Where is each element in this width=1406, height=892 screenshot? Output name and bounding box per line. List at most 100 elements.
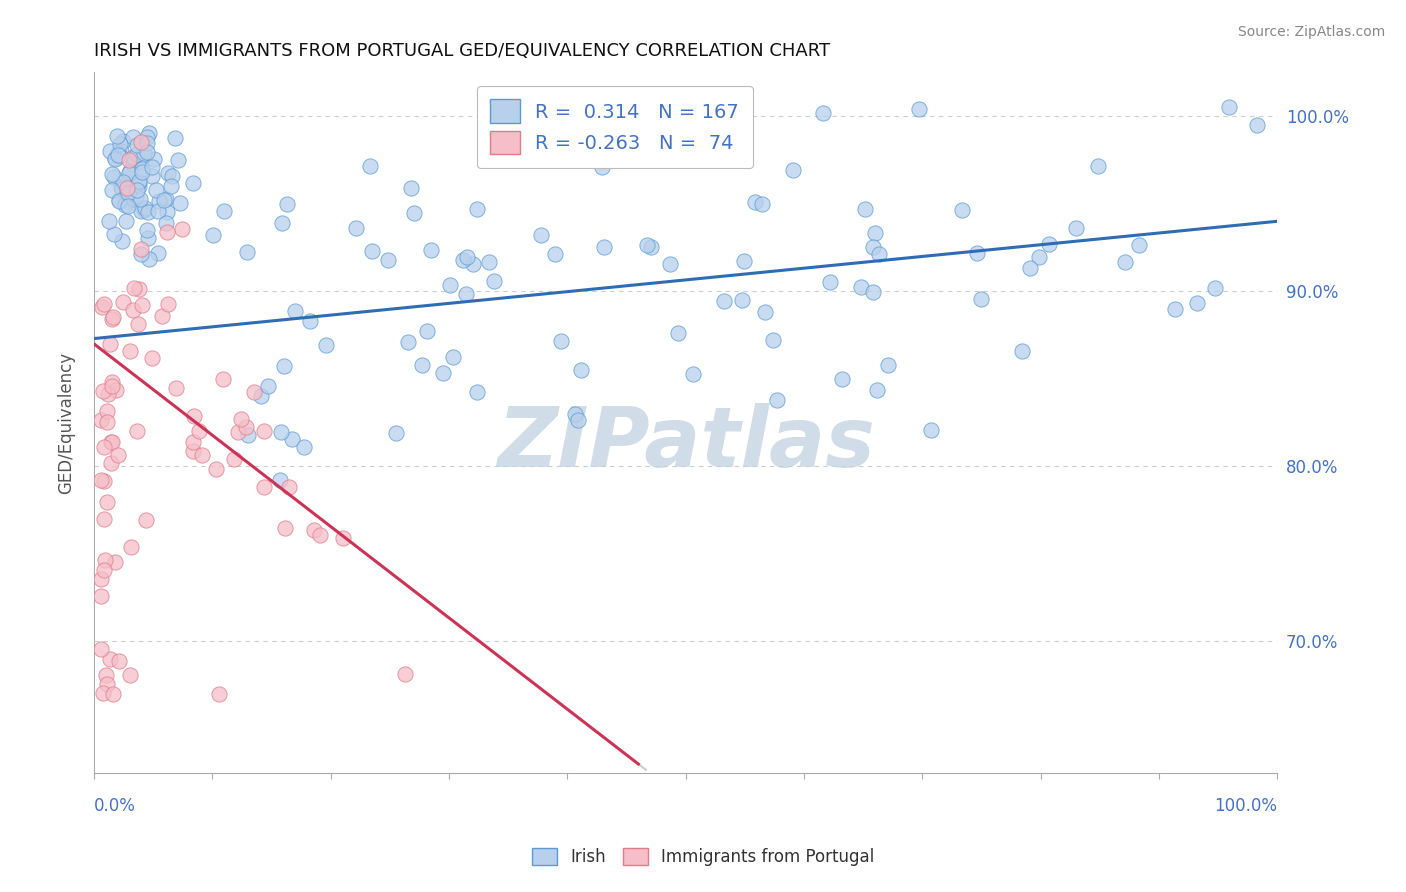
Point (1114, 255, 1136, 269)
Point (820, 276, 842, 290)
Point (550, 334, 572, 348)
Point (344, 221, 367, 235)
Point (432, 366, 454, 380)
Point (270, 425, 292, 439)
Point (118, 153, 141, 167)
Point (108, 194, 131, 208)
Point (93, 474, 115, 488)
Point (136, 231, 159, 245)
Point (153, 193, 176, 207)
Point (145, 183, 167, 197)
Point (125, 147, 148, 161)
Point (120, 541, 142, 555)
Point (131, 162, 153, 177)
Point (253, 480, 276, 494)
Point (169, 195, 191, 210)
Point (98, 651, 121, 665)
Point (107, 145, 129, 160)
Text: IRISH VS IMMIGRANTS FROM PORTUGAL GED/EQUIVALENCY CORRELATION CHART: IRISH VS IMMIGRANTS FROM PORTUGAL GED/EQ… (94, 42, 830, 60)
Point (100, 183, 122, 197)
Point (862, 240, 884, 254)
Point (129, 136, 152, 150)
Point (478, 255, 501, 269)
Point (229, 412, 252, 426)
Point (212, 372, 235, 386)
Point (377, 252, 399, 267)
Point (544, 247, 567, 261)
Point (1018, 261, 1040, 276)
Point (212, 203, 235, 218)
Point (950, 202, 973, 217)
Point (385, 425, 408, 440)
Point (90, 300, 112, 314)
Point (863, 226, 886, 240)
Point (148, 204, 170, 219)
Point (120, 668, 142, 682)
Point (416, 325, 439, 339)
Point (91, 685, 114, 699)
Point (1038, 237, 1060, 252)
Point (751, 197, 773, 211)
Point (134, 201, 156, 215)
Point (128, 192, 150, 206)
Point (226, 425, 249, 440)
Point (108, 149, 131, 163)
Point (155, 225, 177, 239)
Point (242, 385, 264, 400)
Point (564, 407, 586, 421)
Point (160, 178, 183, 193)
Point (108, 136, 131, 151)
Point (315, 338, 337, 352)
Point (96, 404, 118, 418)
Point (125, 189, 148, 203)
Point (97, 387, 120, 401)
Point (281, 432, 304, 446)
Point (155, 216, 177, 230)
Point (465, 384, 488, 399)
Point (90, 589, 112, 603)
Point (128, 179, 150, 194)
Point (135, 223, 157, 237)
Point (299, 313, 322, 327)
Point (292, 441, 315, 455)
Point (105, 129, 128, 144)
Point (205, 461, 228, 475)
Point (155, 192, 177, 206)
Point (659, 257, 682, 271)
Point (146, 246, 169, 260)
Point (120, 165, 142, 179)
Y-axis label: GED/Equivalency: GED/Equivalency (58, 351, 75, 493)
Point (224, 452, 246, 467)
Point (359, 159, 381, 173)
Point (1204, 280, 1226, 294)
Point (131, 203, 153, 218)
Point (101, 375, 124, 389)
Point (765, 392, 787, 407)
Point (138, 252, 160, 266)
Point (101, 435, 124, 450)
Point (271, 216, 294, 230)
Point (141, 169, 163, 184)
Point (461, 257, 484, 271)
Point (853, 202, 876, 217)
Point (754, 305, 776, 319)
Point (831, 372, 853, 386)
Point (866, 383, 889, 397)
Point (868, 247, 890, 261)
Point (172, 222, 194, 236)
Legend: R =  0.314   N = 167, R = -0.263   N =  74: R = 0.314 N = 167, R = -0.263 N = 74 (477, 86, 752, 168)
Point (129, 242, 152, 256)
Point (93, 563, 115, 577)
Point (117, 198, 139, 212)
Point (96, 668, 118, 682)
Point (93, 512, 115, 526)
Point (120, 193, 142, 207)
Point (96, 677, 118, 691)
Point (451, 252, 474, 267)
Point (131, 165, 153, 179)
Point (101, 687, 124, 701)
Point (96, 415, 118, 429)
Point (104, 383, 127, 397)
Point (128, 174, 150, 188)
Point (467, 202, 489, 216)
